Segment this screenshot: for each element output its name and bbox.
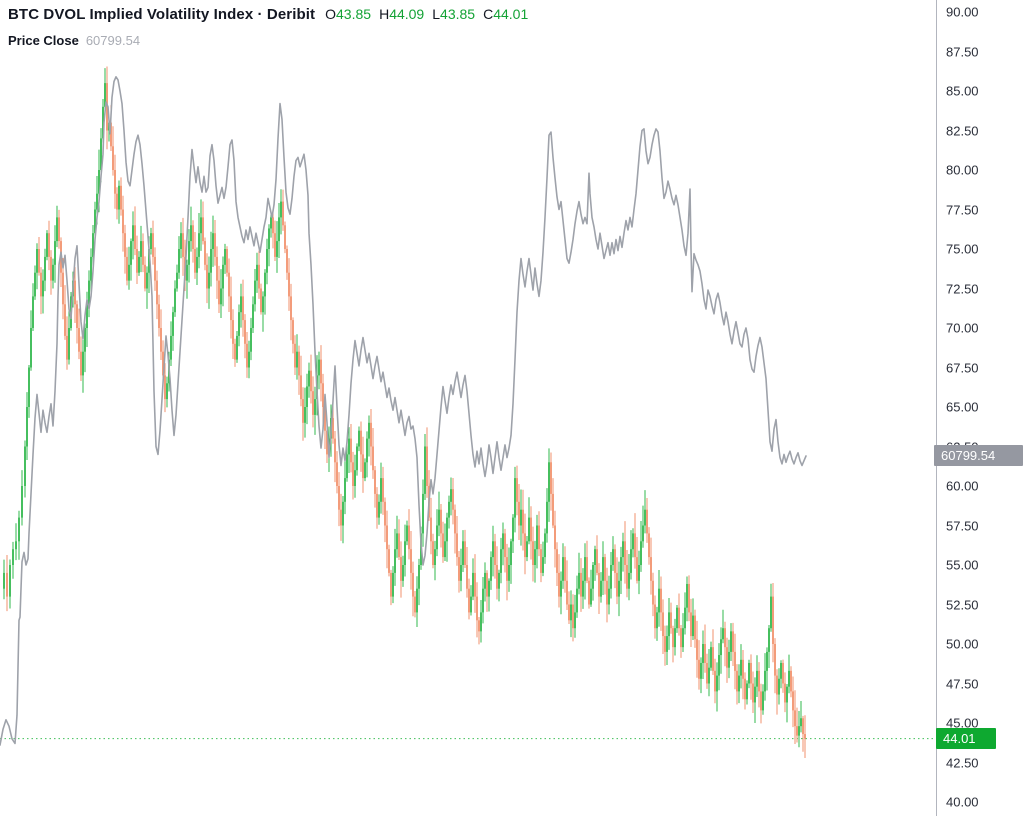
series-title[interactable]: BTC DVOL Implied Volatility Index · Deri… <box>8 6 316 23</box>
price-axis-tick: 55.00 <box>946 557 979 573</box>
price-close-value: 60799.54 <box>85 33 141 48</box>
price-axis-tick: 75.00 <box>946 241 979 257</box>
price-close-title[interactable]: Price Close <box>8 33 79 48</box>
price-axis-tick: 70.00 <box>946 320 979 336</box>
high-label: H <box>379 6 390 22</box>
chart-legend: BTC DVOL Implied Volatility Index · Deri… <box>8 6 528 48</box>
price-close-axis-label: 60799.54 <box>934 444 1023 466</box>
ohlc-values: O43.85 H44.09 L43.85 C44.01 <box>325 6 528 22</box>
price-axis-tick: 80.00 <box>946 162 979 178</box>
price-axis-tick: 60.00 <box>946 478 979 494</box>
close-value: 44.01 <box>493 6 529 22</box>
price-axis-tick: 40.00 <box>946 794 979 810</box>
price-axis-tick: 87.50 <box>946 44 979 59</box>
price-axis-tick: 67.50 <box>946 360 979 375</box>
low-value: 43.85 <box>440 6 476 22</box>
price-close-row[interactable]: Price Close 60799.54 <box>8 33 528 48</box>
low-label: L <box>432 6 441 22</box>
price-axis[interactable]: 90.00 87.50 85.00 82.50 80.00 77.50 75.00 72.50… <box>936 0 1024 816</box>
price-axis-tick: 52.50 <box>946 597 979 612</box>
high-value: 44.09 <box>389 6 425 22</box>
price-axis-tick: 77.50 <box>946 202 979 217</box>
price-axis-tick: 72.50 <box>946 281 979 296</box>
price-axis-tick: 47.50 <box>946 676 979 691</box>
close-label: C <box>483 6 494 22</box>
price-axis-tick: 42.50 <box>946 755 979 770</box>
last-value-axis-label: 44.01 <box>936 728 996 750</box>
open-label: O <box>325 6 337 22</box>
price-close-line <box>0 76 807 746</box>
price-axis-tick: 82.50 <box>946 123 979 138</box>
price-axis-tick: 50.00 <box>946 636 979 652</box>
price-axis-tick: 65.00 <box>946 399 979 415</box>
price-axis-tick: 85.00 <box>946 83 979 99</box>
price-axis-tick: 45.00 <box>946 715 979 731</box>
price-axis-tick: 90.00 <box>946 4 979 20</box>
open-value: 43.85 <box>336 6 372 22</box>
price-axis-tick: 57.50 <box>946 518 979 533</box>
series-title-row[interactable]: BTC DVOL Implied Volatility Index · Deri… <box>8 6 528 23</box>
